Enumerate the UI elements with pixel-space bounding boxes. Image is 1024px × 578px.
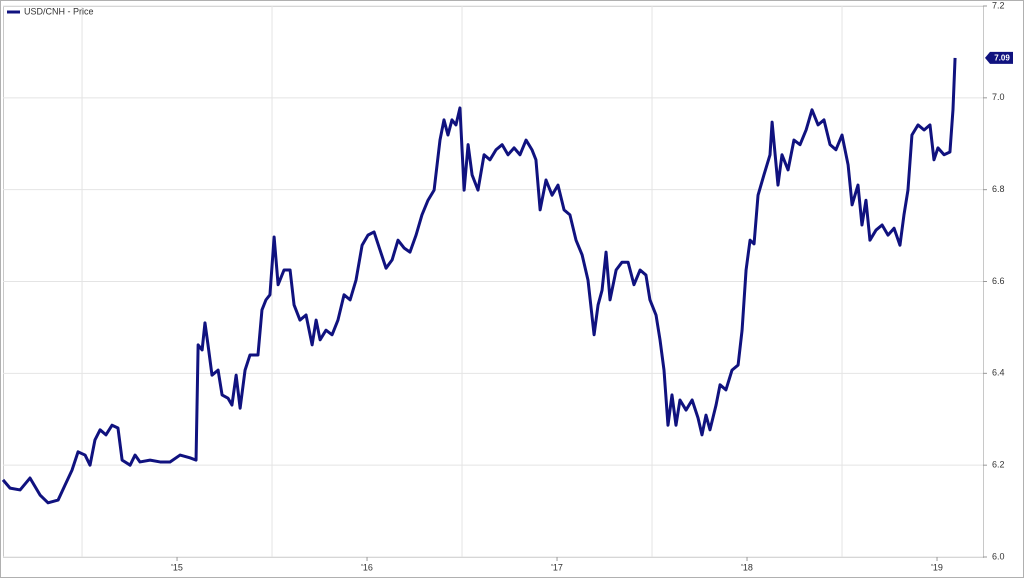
end-label: 7.09	[994, 53, 1010, 62]
x-tick-label: '17	[551, 562, 563, 572]
y-tick-label: 6.4	[992, 368, 1005, 378]
price-line	[1, 57, 957, 505]
y-tick-label: 7.0	[992, 92, 1005, 102]
x-tick-label: '16	[361, 562, 373, 572]
x-tick-label: '18	[741, 562, 753, 572]
x-tick-label: '15	[171, 562, 183, 572]
y-tick-label: 6.0	[992, 551, 1005, 561]
y-tick-label: 7.2	[992, 0, 1005, 10]
x-tick-label: '19	[931, 562, 943, 572]
end-badge	[985, 51, 1013, 64]
y-tick-label: 6.2	[992, 460, 1005, 470]
y-tick-label: 6.6	[992, 276, 1005, 286]
y-tick-label: 6.8	[992, 184, 1005, 194]
legend-label: USD/CNH - Price	[24, 6, 94, 16]
